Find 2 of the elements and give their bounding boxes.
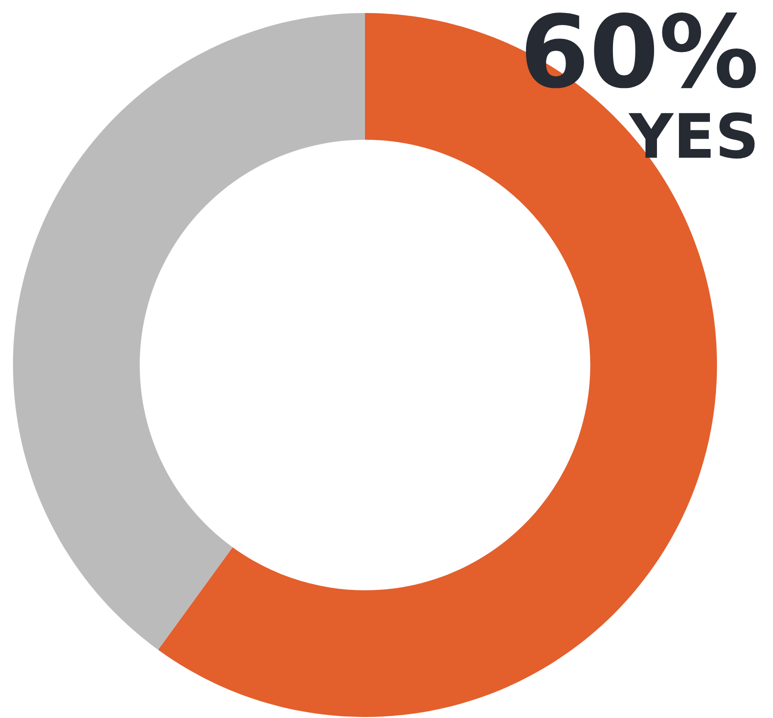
- data-label: 60%: [526, 12, 756, 88]
- slice-label: YES: [628, 112, 755, 159]
